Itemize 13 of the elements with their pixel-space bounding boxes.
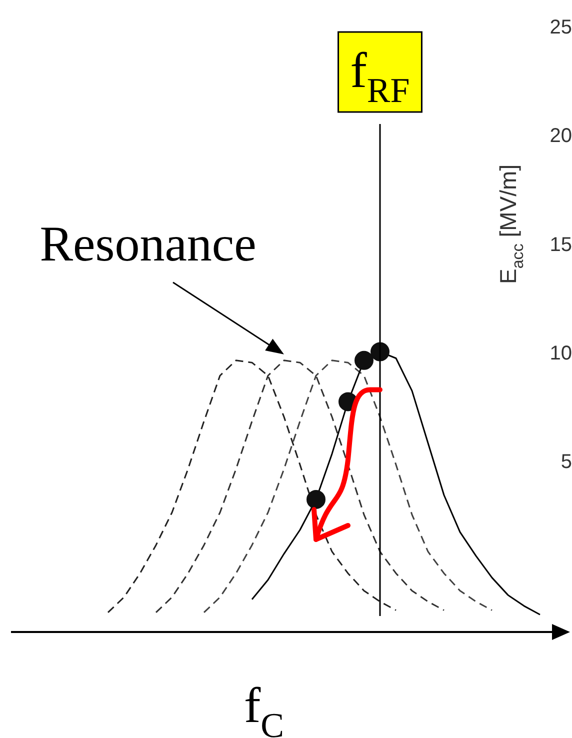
y-tick-label: 15 [550,234,572,256]
point [370,342,390,362]
y-tick-label: 10 [550,342,572,364]
line-series [107,360,397,614]
line-series [155,360,445,614]
y-tick-label: 5 [560,451,572,474]
y-tick-label: 25 [550,16,572,39]
point [354,350,374,370]
y-axis-title: Eacc [MV/m] [495,164,527,284]
point [306,490,326,509]
y-tick-label: 20 [550,125,572,148]
annotation: Resonance [40,215,256,272]
line-series [203,360,493,614]
